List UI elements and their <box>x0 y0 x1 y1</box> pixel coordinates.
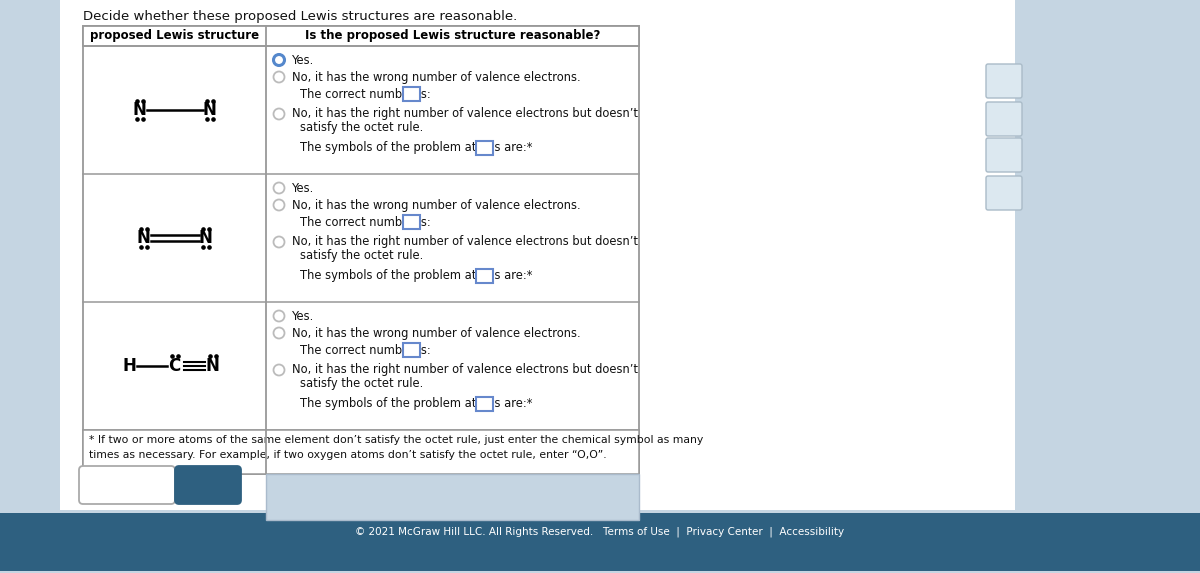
Text: N: N <box>198 229 212 247</box>
Text: N: N <box>137 229 150 247</box>
Text: C: C <box>168 357 181 375</box>
Text: No, it has the right number of valence electrons but doesn’t: No, it has the right number of valence e… <box>292 108 638 120</box>
FancyBboxPatch shape <box>986 176 1022 210</box>
FancyBboxPatch shape <box>79 466 175 504</box>
Text: * If two or more atoms of the same element don’t satisfy the octet rule, just en: * If two or more atoms of the same eleme… <box>89 435 703 445</box>
Text: H: H <box>122 357 137 375</box>
Text: Check: Check <box>188 478 228 492</box>
Text: ☰: ☰ <box>997 74 1010 88</box>
Bar <box>266 474 640 520</box>
Text: © 2021 McGraw Hill LLC. All Rights Reserved.   Terms of Use  |  Privacy Center  : © 2021 McGraw Hill LLC. All Rights Reser… <box>355 527 845 537</box>
Bar <box>83 430 640 474</box>
FancyBboxPatch shape <box>986 102 1022 136</box>
Text: The correct number is:: The correct number is: <box>300 215 431 229</box>
Bar <box>83 26 640 46</box>
FancyBboxPatch shape <box>986 138 1022 172</box>
Text: Is the proposed Lewis structure reasonable?: Is the proposed Lewis structure reasonab… <box>305 29 600 42</box>
Text: Yes.: Yes. <box>292 309 314 323</box>
Bar <box>403 343 420 357</box>
Text: ✕: ✕ <box>421 488 436 506</box>
Text: No, it has the wrong number of valence electrons.: No, it has the wrong number of valence e… <box>292 198 581 211</box>
Text: N: N <box>205 357 220 375</box>
Bar <box>403 215 420 229</box>
Text: ?: ? <box>472 488 481 506</box>
Text: proposed Lewis structure: proposed Lewis structure <box>90 29 259 42</box>
Text: ▦: ▦ <box>997 186 1010 200</box>
Bar <box>403 87 420 101</box>
Text: The correct number is:: The correct number is: <box>300 343 431 356</box>
Bar <box>83 26 640 474</box>
Text: No, it has the right number of valence electrons but doesn’t: No, it has the right number of valence e… <box>292 236 638 249</box>
Text: satisfy the octet rule.: satisfy the octet rule. <box>300 249 424 261</box>
Bar <box>476 397 493 411</box>
Text: Yes.: Yes. <box>292 53 314 66</box>
FancyBboxPatch shape <box>986 64 1022 98</box>
Text: Yes.: Yes. <box>292 182 314 194</box>
Bar <box>476 269 493 283</box>
Text: No, it has the right number of valence electrons but doesn’t: No, it has the right number of valence e… <box>292 363 638 376</box>
Text: Explanation: Explanation <box>92 478 162 492</box>
Text: No, it has the wrong number of valence electrons.: No, it has the wrong number of valence e… <box>292 70 581 84</box>
FancyBboxPatch shape <box>175 466 241 504</box>
Bar <box>60 0 1015 510</box>
Text: 🖼: 🖼 <box>1000 148 1008 162</box>
Text: satisfy the octet rule.: satisfy the octet rule. <box>300 120 424 134</box>
Text: satisfy the octet rule.: satisfy the octet rule. <box>300 376 424 390</box>
Text: No, it has the wrong number of valence electrons.: No, it has the wrong number of valence e… <box>292 327 581 339</box>
Bar <box>0 513 1200 571</box>
Text: ▦: ▦ <box>997 112 1010 126</box>
Text: N: N <box>203 101 216 119</box>
Text: The symbols of the problem atoms are:*: The symbols of the problem atoms are:* <box>300 142 533 155</box>
Text: ↺: ↺ <box>445 488 460 506</box>
Text: N: N <box>132 101 146 119</box>
Text: The symbols of the problem atoms are:*: The symbols of the problem atoms are:* <box>300 269 533 282</box>
Text: The symbols of the problem atoms are:*: The symbols of the problem atoms are:* <box>300 398 533 410</box>
Text: The correct number is:: The correct number is: <box>300 88 431 100</box>
Text: Decide whether these proposed Lewis structures are reasonable.: Decide whether these proposed Lewis stru… <box>83 10 517 23</box>
Text: times as necessary. For example, if two oxygen atoms don’t satisfy the octet rul: times as necessary. For example, if two … <box>89 450 607 460</box>
Bar <box>476 141 493 155</box>
